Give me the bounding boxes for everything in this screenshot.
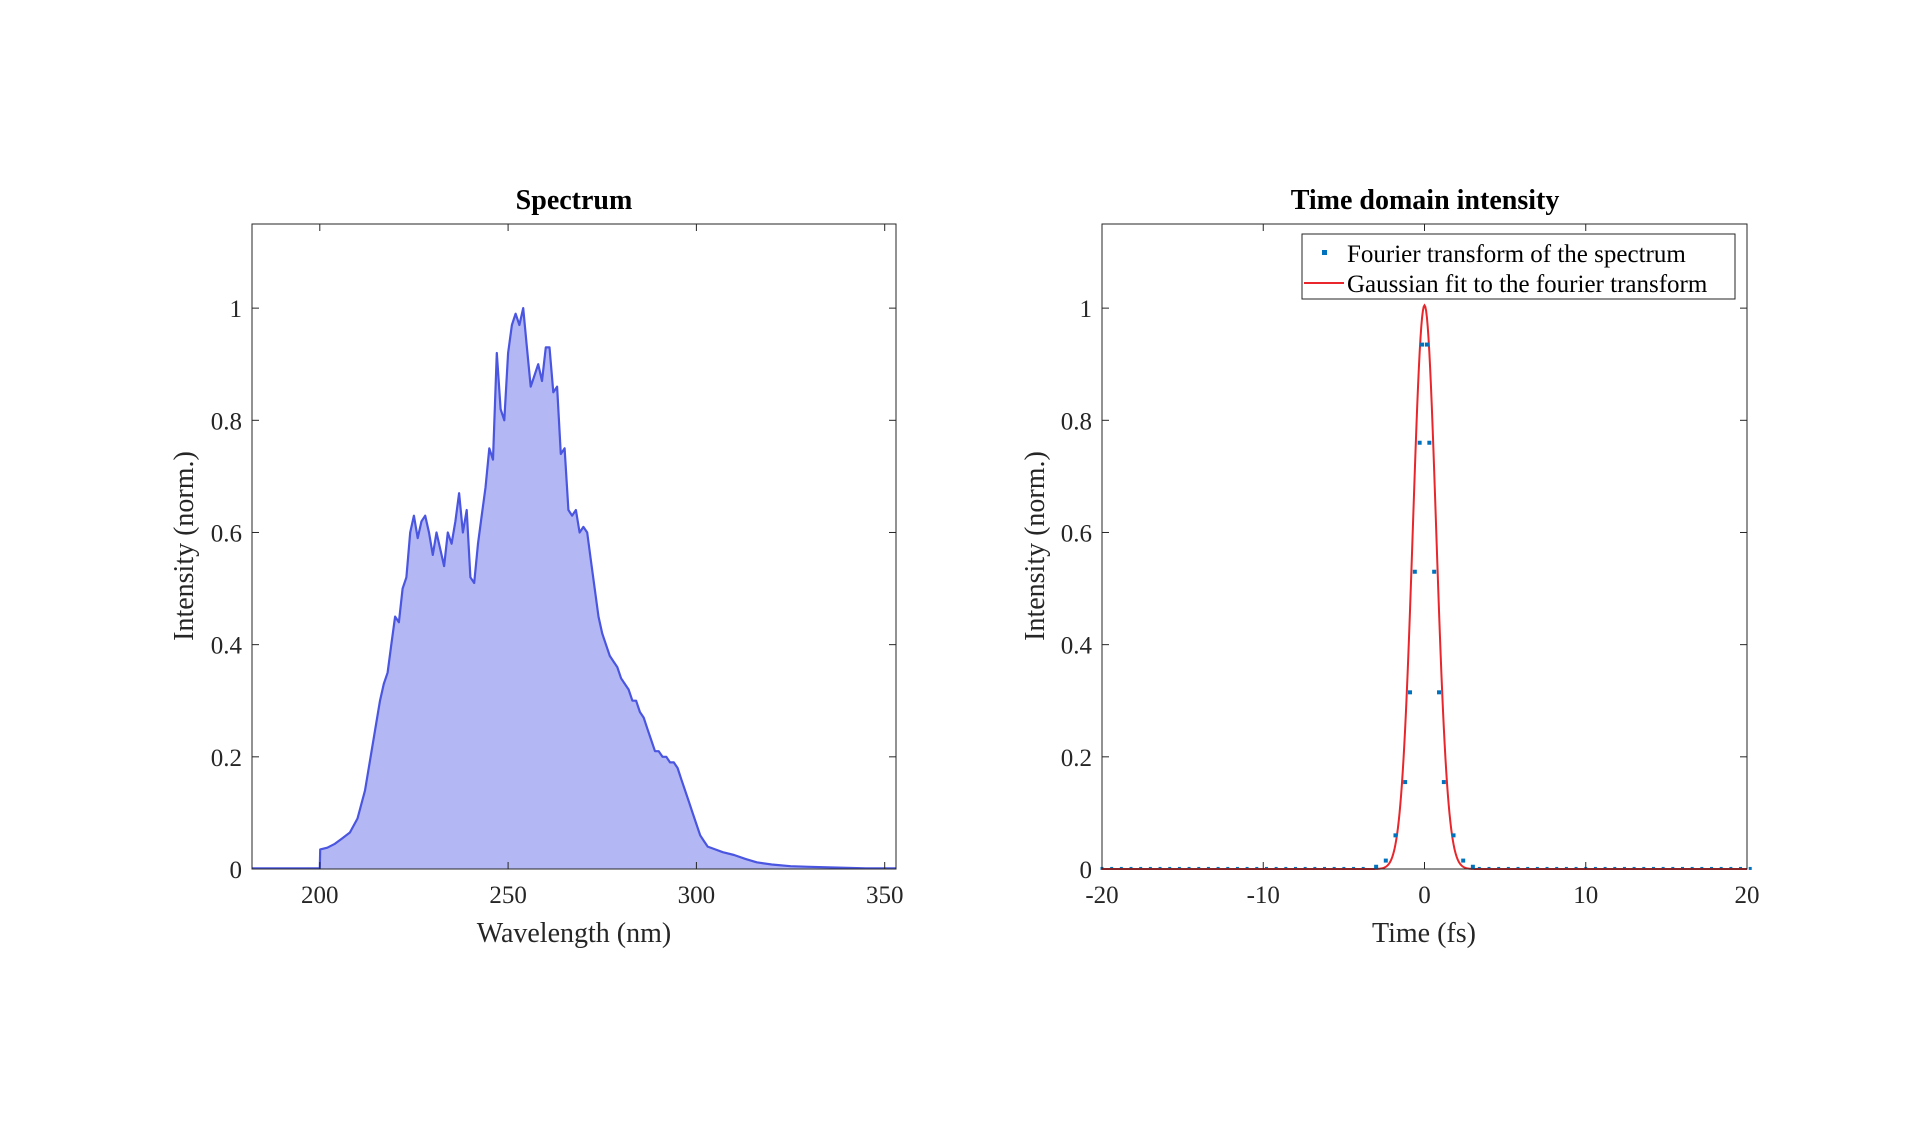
fourier-point	[1420, 342, 1425, 347]
fourier-point	[1407, 690, 1412, 695]
time-domain-y-tick-label: 0.6	[1061, 520, 1092, 547]
legend-marker-fourier	[1322, 250, 1327, 255]
time-domain-x-tick-label: -10	[1247, 882, 1280, 909]
time-domain-x-tick-label: 20	[1735, 882, 1760, 909]
fourier-point	[1393, 833, 1398, 838]
legend-label-fourier: Fourier transform of the spectrum	[1347, 241, 1686, 268]
fourier-point	[1461, 858, 1466, 863]
time-domain-x-tick-label: 0	[1418, 882, 1431, 909]
fourier-point	[1403, 780, 1408, 785]
spectrum-x-tick-label: 300	[678, 882, 716, 909]
time-domain-y-tick-label: 0.8	[1061, 408, 1092, 435]
spectrum-axes-box	[251, 223, 897, 870]
spectrum-y-tick-label: 1	[230, 296, 243, 323]
spectrum-y-tick-label: 0.6	[211, 520, 242, 547]
fourier-point	[1441, 780, 1446, 785]
spectrum-x-tick-label: 350	[866, 882, 904, 909]
fourier-point	[1417, 440, 1422, 445]
fourier-point	[1427, 440, 1432, 445]
fourier-point	[1374, 864, 1379, 869]
spectrum-y-label: Intensity (norm.)	[169, 451, 200, 641]
time-domain-y-tick-label: 0.4	[1061, 633, 1093, 660]
spectrum-area-fill	[252, 308, 896, 870]
spectrum-y-tick-label: 0.4	[211, 633, 243, 660]
time-domain-title: Time domain intensity	[1291, 185, 1560, 216]
spectrum-x-tick-label: 250	[489, 882, 527, 909]
spectrum-ticks: 200 250 300 350 0 0.2 0.4 0.6 0.8 1	[211, 224, 904, 909]
time-domain-y-tick-label: 1	[1080, 296, 1093, 323]
fourier-point	[1432, 569, 1437, 574]
spectrum-y-tick-label: 0.2	[211, 745, 242, 772]
legend: Fourier transform of the spectrum Gaussi…	[1301, 233, 1736, 300]
spectrum-axes: Spectrum 200 250 300 350 0 0.2 0.4 0.6 0.8 1 Wave…	[169, 185, 903, 949]
spectrum-x-tick-label: 200	[301, 882, 339, 909]
spectrum-y-tick-label: 0.8	[211, 408, 242, 435]
time-domain-y-tick-label: 0.2	[1061, 745, 1092, 772]
fourier-point	[1748, 866, 1752, 870]
time-domain-axes: Time domain intensity -20 -10 0 10 20 0 0.2 0.4…	[1020, 185, 1760, 949]
spectrum-title: Spectrum	[516, 185, 633, 216]
legend-label-gaussian: Gaussian fit to the fourier transform	[1347, 271, 1708, 298]
legend-box	[1301, 233, 1736, 300]
fourier-point	[1383, 858, 1388, 863]
spectrum-plot-area	[252, 307, 896, 870]
spectrum-x-label: Wavelength (nm)	[477, 918, 671, 949]
time-domain-ticks: -20 -10 0 10 20 0 0.2 0.4 0.6 0.8 1	[1061, 224, 1760, 909]
fourier-point	[1412, 569, 1417, 574]
fourier-point	[1424, 342, 1429, 347]
time-domain-x-label: Time (fs)	[1372, 918, 1476, 949]
spectrum-line	[252, 307, 896, 870]
fourier-point	[1470, 864, 1475, 869]
time-domain-y-tick-label: 0	[1080, 857, 1093, 884]
time-domain-y-label: Intensity (norm.)	[1020, 451, 1051, 641]
fourier-point	[1437, 690, 1442, 695]
time-domain-x-tick-label: 10	[1573, 882, 1598, 909]
spectrum-y-tick-label: 0	[230, 857, 243, 884]
time-domain-x-tick-label: -20	[1085, 882, 1118, 909]
fourier-point	[1451, 833, 1456, 838]
